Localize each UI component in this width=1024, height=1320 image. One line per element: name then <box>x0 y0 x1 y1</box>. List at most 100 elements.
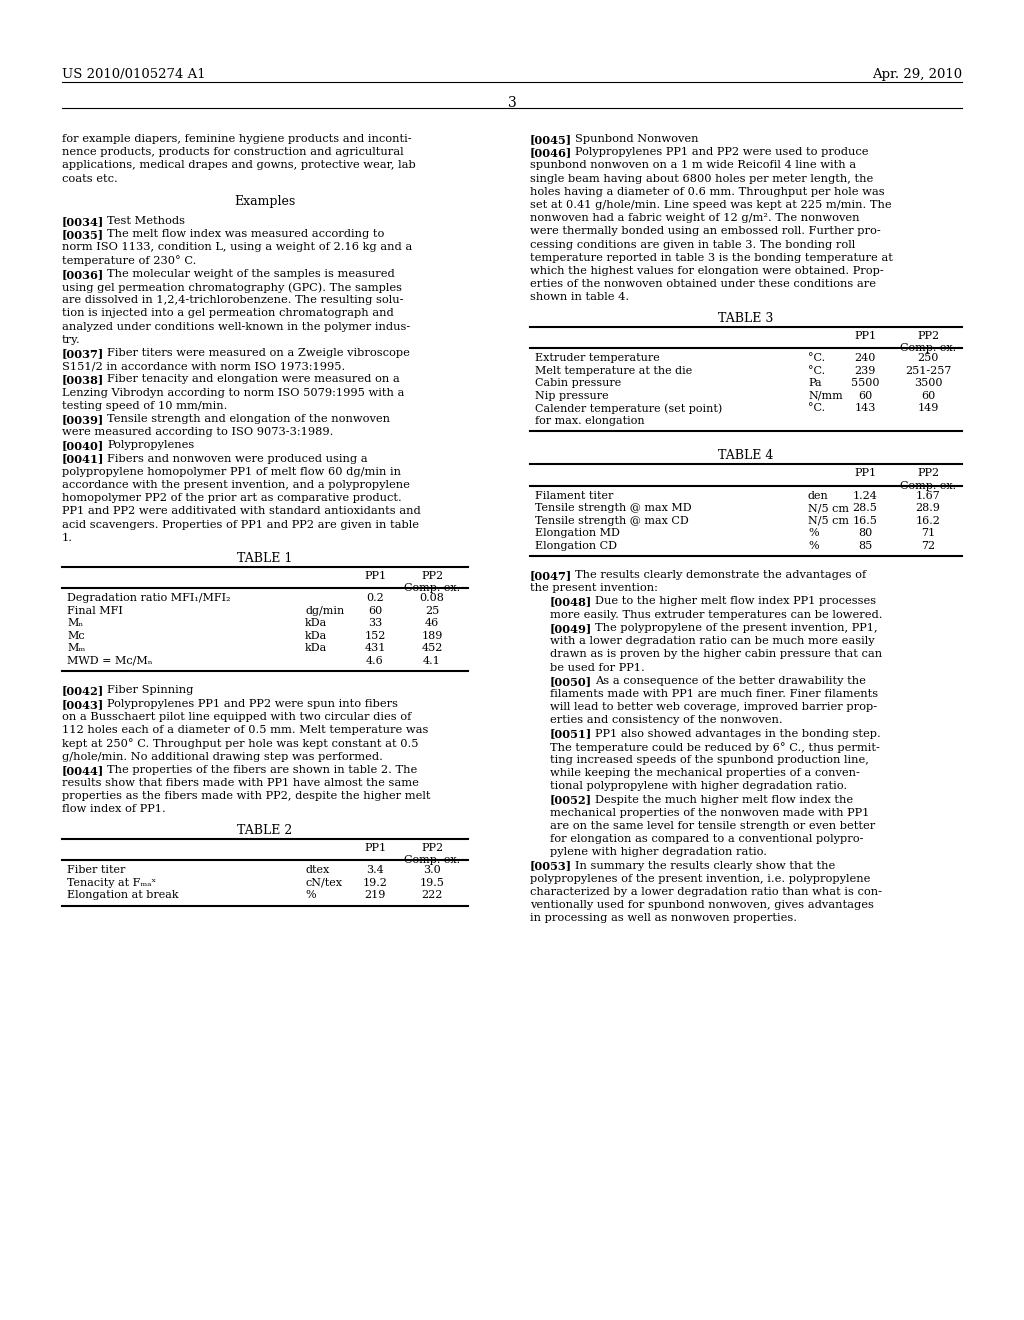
Text: Test Methods: Test Methods <box>106 216 185 226</box>
Text: [0044]: [0044] <box>62 764 104 776</box>
Text: Tensile strength @ max CD: Tensile strength @ max CD <box>535 516 689 525</box>
Text: applications, medical drapes and gowns, protective wear, lab: applications, medical drapes and gowns, … <box>62 161 416 170</box>
Text: ting increased speeds of the spunbond production line,: ting increased speeds of the spunbond pr… <box>550 755 869 764</box>
Text: will lead to better web coverage, improved barrier prop-: will lead to better web coverage, improv… <box>550 702 878 711</box>
Text: cessing conditions are given in table 3. The bonding roll: cessing conditions are given in table 3.… <box>530 240 855 249</box>
Text: °C.: °C. <box>808 352 825 363</box>
Text: which the highest values for elongation were obtained. Prop-: which the highest values for elongation … <box>530 267 884 276</box>
Text: 4.1: 4.1 <box>423 656 441 667</box>
Text: 25: 25 <box>425 606 439 616</box>
Text: PP1: PP1 <box>364 572 386 581</box>
Text: erties of the nonwoven obtained under these conditions are: erties of the nonwoven obtained under th… <box>530 280 876 289</box>
Text: accordance with the present invention, and a polypropylene: accordance with the present invention, a… <box>62 480 410 490</box>
Text: 431: 431 <box>365 643 386 653</box>
Text: N/mm: N/mm <box>808 391 843 400</box>
Text: 28.9: 28.9 <box>915 503 940 513</box>
Text: be used for PP1.: be used for PP1. <box>550 663 645 672</box>
Text: characterized by a lower degradation ratio than what is con-: characterized by a lower degradation rat… <box>530 887 882 896</box>
Text: Apr. 29, 2010: Apr. 29, 2010 <box>871 69 962 81</box>
Text: ventionally used for spunbond nonwoven, gives advantages: ventionally used for spunbond nonwoven, … <box>530 900 873 909</box>
Text: Final MFI: Final MFI <box>67 606 123 616</box>
Text: temperature reported in table 3 is the bonding temperature at: temperature reported in table 3 is the b… <box>530 253 893 263</box>
Text: were thermally bonded using an embossed roll. Further pro-: were thermally bonded using an embossed … <box>530 227 881 236</box>
Text: 46: 46 <box>425 619 439 628</box>
Text: for elongation as compared to a conventional polypro-: for elongation as compared to a conventi… <box>550 834 863 843</box>
Text: 5500: 5500 <box>851 378 880 388</box>
Text: are dissolved in 1,2,4-trichlorobenzene. The resulting solu-: are dissolved in 1,2,4-trichlorobenzene.… <box>62 296 403 305</box>
Text: 3500: 3500 <box>913 378 942 388</box>
Text: 143: 143 <box>854 403 876 413</box>
Text: [0045]: [0045] <box>530 135 572 145</box>
Text: den: den <box>808 491 828 500</box>
Text: Polypropylenes: Polypropylenes <box>106 441 195 450</box>
Text: Filament titer: Filament titer <box>535 491 613 500</box>
Text: PP2: PP2 <box>916 469 939 478</box>
Text: [0053]: [0053] <box>530 861 572 871</box>
Text: In summary the results clearly show that the: In summary the results clearly show that… <box>575 861 836 870</box>
Text: [0046]: [0046] <box>530 148 572 158</box>
Text: kept at 250° C. Throughput per hole was kept constant at 0.5: kept at 250° C. Throughput per hole was … <box>62 738 419 750</box>
Text: TABLE 3: TABLE 3 <box>718 312 774 325</box>
Text: 3.0: 3.0 <box>423 865 441 875</box>
Text: S151/2 in accordance with norm ISO 1973:1995.: S151/2 in accordance with norm ISO 1973:… <box>62 362 345 371</box>
Text: more easily. Thus extruder temperatures can be lowered.: more easily. Thus extruder temperatures … <box>550 610 883 619</box>
Text: dtex: dtex <box>305 865 330 875</box>
Text: norm ISO 1133, condition L, using a weight of 2.16 kg and a: norm ISO 1133, condition L, using a weig… <box>62 243 413 252</box>
Text: 28.5: 28.5 <box>853 503 878 513</box>
Text: Despite the much higher melt flow index the: Despite the much higher melt flow index … <box>595 795 853 804</box>
Text: acid scavengers. Properties of PP1 and PP2 are given in table: acid scavengers. Properties of PP1 and P… <box>62 520 419 529</box>
Text: flow index of PP1.: flow index of PP1. <box>62 804 166 814</box>
Text: Elongation CD: Elongation CD <box>535 541 617 550</box>
Text: The results clearly demonstrate the advantages of: The results clearly demonstrate the adva… <box>575 570 866 579</box>
Text: As a consequence of the better drawability the: As a consequence of the better drawabili… <box>595 676 866 685</box>
Text: Fiber tenacity and elongation were measured on a: Fiber tenacity and elongation were measu… <box>106 375 399 384</box>
Text: Lenzing Vibrodyn according to norm ISO 5079:1995 with a: Lenzing Vibrodyn according to norm ISO 5… <box>62 388 404 397</box>
Text: PP1: PP1 <box>854 469 877 478</box>
Text: Comp. ex.: Comp. ex. <box>403 583 460 594</box>
Text: polypropylene homopolymer PP1 of melt flow 60 dg/min in: polypropylene homopolymer PP1 of melt fl… <box>62 467 401 477</box>
Text: Cabin pressure: Cabin pressure <box>535 378 622 388</box>
Text: with a lower degradation ratio can be much more easily: with a lower degradation ratio can be mu… <box>550 636 874 645</box>
Text: Mₙ: Mₙ <box>67 619 83 628</box>
Text: Tensile strength @ max MD: Tensile strength @ max MD <box>535 503 691 513</box>
Text: 251-257: 251-257 <box>905 366 951 376</box>
Text: tional polypropylene with higher degradation ratio.: tional polypropylene with higher degrada… <box>550 781 847 791</box>
Text: erties and consistency of the nonwoven.: erties and consistency of the nonwoven. <box>550 715 782 725</box>
Text: spunbond nonwoven on a 1 m wide Reicofil 4 line with a: spunbond nonwoven on a 1 m wide Reicofil… <box>530 161 856 170</box>
Text: [0047]: [0047] <box>530 570 572 581</box>
Text: PP2: PP2 <box>421 572 443 581</box>
Text: 239: 239 <box>854 366 876 376</box>
Text: Comp. ex.: Comp. ex. <box>900 480 956 491</box>
Text: [0039]: [0039] <box>62 414 104 425</box>
Text: 452: 452 <box>421 643 442 653</box>
Text: Tensile strength and elongation of the nonwoven: Tensile strength and elongation of the n… <box>106 414 390 424</box>
Text: Elongation at break: Elongation at break <box>67 890 178 900</box>
Text: kDa: kDa <box>305 643 328 653</box>
Text: °C.: °C. <box>808 403 825 413</box>
Text: Comp. ex.: Comp. ex. <box>403 855 460 865</box>
Text: 0.2: 0.2 <box>367 594 384 603</box>
Text: 72: 72 <box>921 541 935 550</box>
Text: [0036]: [0036] <box>62 269 104 280</box>
Text: 33: 33 <box>368 619 382 628</box>
Text: 0.08: 0.08 <box>420 594 444 603</box>
Text: shown in table 4.: shown in table 4. <box>530 293 629 302</box>
Text: 60: 60 <box>921 391 935 400</box>
Text: Due to the higher melt flow index PP1 processes: Due to the higher melt flow index PP1 pr… <box>595 597 877 606</box>
Text: [0034]: [0034] <box>62 216 104 227</box>
Text: 1.67: 1.67 <box>915 491 940 500</box>
Text: 19.2: 19.2 <box>362 878 387 887</box>
Text: [0051]: [0051] <box>550 729 592 739</box>
Text: [0042]: [0042] <box>62 685 104 697</box>
Text: %: % <box>305 890 315 900</box>
Text: 219: 219 <box>365 890 386 900</box>
Text: drawn as is proven by the higher cabin pressure that can: drawn as is proven by the higher cabin p… <box>550 649 882 659</box>
Text: kDa: kDa <box>305 631 328 642</box>
Text: [0052]: [0052] <box>550 795 592 805</box>
Text: while keeping the mechanical properties of a conven-: while keeping the mechanical properties … <box>550 768 860 777</box>
Text: Fiber titers were measured on a Zweigle vibroscope: Fiber titers were measured on a Zweigle … <box>106 348 410 358</box>
Text: on a Busschaert pilot line equipped with two circular dies of: on a Busschaert pilot line equipped with… <box>62 711 412 722</box>
Text: 189: 189 <box>421 631 442 642</box>
Text: coats etc.: coats etc. <box>62 174 118 183</box>
Text: [0043]: [0043] <box>62 698 104 710</box>
